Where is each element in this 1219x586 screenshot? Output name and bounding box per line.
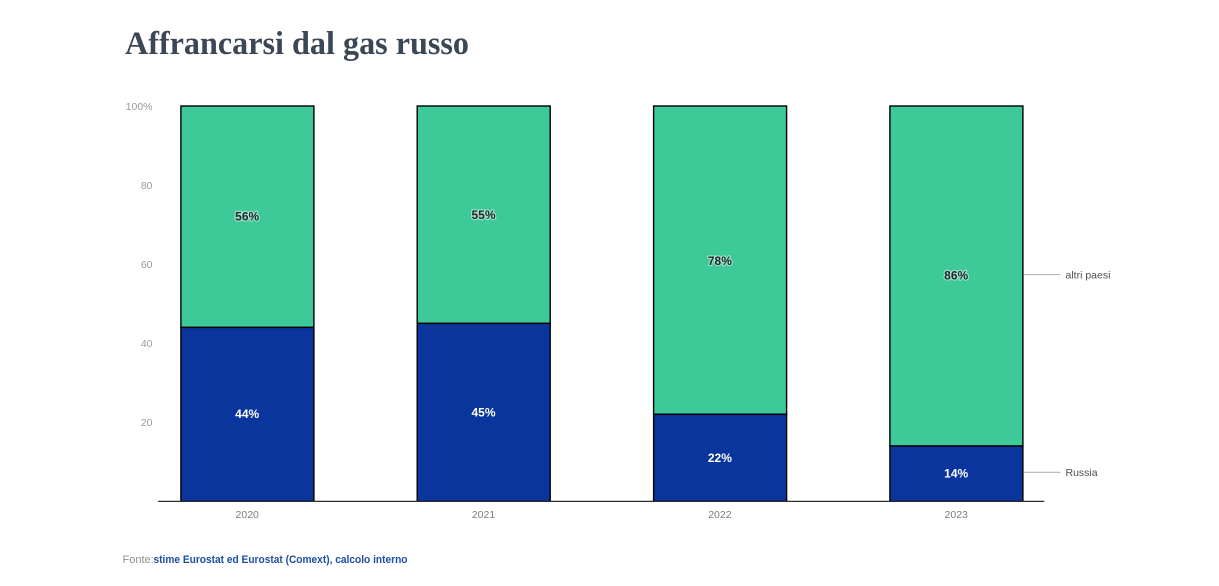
svg-text:60: 60	[141, 259, 153, 271]
svg-text:100%: 100%	[126, 101, 153, 113]
svg-text:44%: 44%	[235, 407, 259, 421]
svg-text:55%: 55%	[471, 208, 495, 222]
svg-text:40: 40	[141, 338, 153, 350]
svg-text:22%: 22%	[708, 451, 732, 465]
svg-text:56%: 56%	[235, 210, 259, 224]
svg-text:86%: 86%	[944, 269, 968, 283]
svg-text:80: 80	[141, 180, 153, 192]
svg-text:altri paesi: altri paesi	[1066, 269, 1111, 281]
svg-text:20: 20	[141, 417, 153, 429]
svg-text:2021: 2021	[472, 509, 496, 521]
svg-text:45%: 45%	[471, 405, 495, 419]
svg-text:stime Eurostat ed Eurostat (Co: stime Eurostat ed Eurostat (Comext), cal…	[154, 554, 408, 566]
svg-text:2020: 2020	[236, 509, 260, 521]
svg-text:2023: 2023	[945, 509, 969, 521]
svg-text:Affrancarsi dal gas russo: Affrancarsi dal gas russo	[125, 26, 469, 62]
svg-text:Fonte:: Fonte:	[123, 554, 154, 566]
svg-text:14%: 14%	[944, 467, 968, 481]
svg-text:78%: 78%	[708, 254, 732, 268]
svg-text:Russia: Russia	[1066, 467, 1098, 479]
svg-text:2022: 2022	[708, 509, 732, 521]
